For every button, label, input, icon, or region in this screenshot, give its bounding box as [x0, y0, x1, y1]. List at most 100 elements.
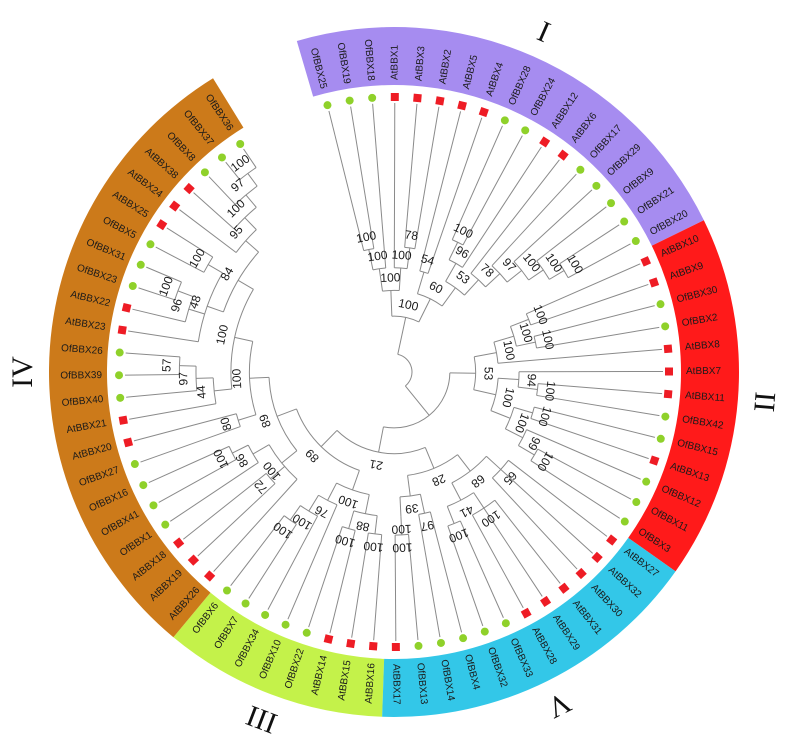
branch-line	[534, 406, 656, 438]
branch-line	[146, 266, 182, 283]
arabidopsis-marker	[649, 455, 660, 466]
branch-line	[418, 298, 431, 323]
osmanthus-marker	[620, 517, 629, 526]
osmanthus-marker	[200, 168, 209, 177]
osmanthus-marker	[241, 599, 250, 608]
bootstrap-value: 100	[228, 151, 253, 174]
osmanthus-marker	[368, 93, 377, 102]
osmanthus-marker	[632, 498, 641, 507]
arabidopsis-marker	[606, 534, 618, 546]
clade-arc	[268, 444, 298, 480]
branch-line	[510, 318, 529, 327]
arabidopsis-marker	[118, 415, 128, 425]
bootstrap-value: 100	[517, 321, 536, 345]
branch-line	[530, 283, 649, 326]
branch-line	[500, 469, 594, 554]
branch-line	[207, 305, 224, 313]
leaf-label: OfBBX39	[60, 370, 102, 381]
branch-line	[372, 103, 387, 269]
branch-line	[471, 514, 524, 609]
arabidopsis-marker	[390, 92, 399, 102]
bootstrap-value: 100	[397, 296, 420, 314]
branch-line	[473, 492, 485, 509]
branch-line	[549, 270, 565, 280]
bootstrap-value: 100	[564, 252, 586, 277]
arabidopsis-marker	[183, 182, 195, 195]
bootstrap-value: 72	[251, 477, 271, 496]
bootstrap-value: 84	[218, 264, 237, 283]
branch-line	[424, 447, 435, 469]
bootstrap-value: 100	[333, 531, 356, 550]
branch-line	[404, 103, 418, 248]
branch-line	[289, 505, 301, 521]
clade-arc	[233, 206, 257, 230]
bootstrap-value: 100	[451, 220, 475, 242]
branch-line	[457, 454, 471, 472]
bootstrap-value: 100	[499, 386, 517, 409]
arabidopsis-marker	[540, 595, 552, 608]
branch-line	[537, 448, 632, 500]
branch-line	[245, 240, 259, 253]
branch-line	[491, 173, 577, 267]
bootstrap-value: 100	[224, 196, 248, 220]
branch-line	[526, 263, 641, 315]
osmanthus-marker	[480, 627, 489, 636]
branch-line	[276, 408, 297, 417]
arabidopsis-marker	[664, 367, 674, 376]
osmanthus-marker	[149, 501, 158, 510]
branch-line	[158, 459, 237, 503]
bootstrap-value: 78	[404, 227, 419, 243]
osmanthus-marker	[656, 434, 665, 443]
bootstrap-value: 89	[256, 412, 274, 430]
clade-arc	[247, 444, 259, 463]
branch-line	[247, 173, 258, 187]
clade-arc	[174, 281, 182, 300]
branch-line	[238, 414, 257, 421]
branch-line	[492, 477, 578, 570]
branch-line	[451, 125, 503, 240]
branch-line	[188, 308, 205, 315]
osmanthus-marker	[592, 181, 601, 190]
branch-line	[508, 459, 608, 537]
leaf-label: AtBBX7	[686, 366, 721, 377]
arabidopsis-marker	[558, 582, 570, 594]
clade-arc	[268, 377, 298, 452]
bootstrap-value: 97	[176, 372, 190, 386]
branch-line	[166, 227, 214, 258]
clade-arc	[473, 356, 477, 390]
bootstrap-value: 100	[391, 248, 412, 263]
branch-line	[155, 246, 205, 273]
arabidopsis-marker	[591, 551, 603, 564]
bootstrap-value: 39	[404, 501, 419, 517]
clade-arc	[336, 482, 370, 496]
leaf-label: AtBBX17	[390, 664, 401, 705]
clade-arc	[451, 455, 487, 484]
bootstrap-value: 100	[355, 228, 378, 246]
bootstrap-value: 68	[468, 472, 487, 491]
branch-line	[308, 526, 343, 628]
clade-arc	[178, 356, 181, 375]
arabidopsis-marker	[121, 302, 132, 313]
clade-arc	[318, 494, 338, 506]
branch-line	[397, 317, 407, 355]
leaf-label: OfBBX13	[414, 662, 429, 705]
clade-arc	[447, 520, 461, 527]
clade-arc	[235, 229, 257, 253]
branch-line	[390, 290, 393, 317]
clade-arc	[197, 272, 223, 342]
arabidopsis-marker	[173, 537, 185, 549]
branch-line	[267, 515, 319, 610]
branch-line	[506, 270, 522, 283]
branch-line	[419, 494, 426, 514]
bootstrap-value: 57	[159, 358, 173, 372]
bootstrap-value: 96	[168, 297, 185, 314]
clade-arc	[265, 473, 276, 484]
branch-line	[378, 268, 383, 292]
branch-line	[567, 243, 631, 279]
branch-line	[473, 389, 496, 396]
clade-arc	[394, 267, 408, 270]
clade-arc	[296, 408, 360, 471]
branch-line	[416, 271, 425, 294]
branch-line	[132, 308, 186, 323]
